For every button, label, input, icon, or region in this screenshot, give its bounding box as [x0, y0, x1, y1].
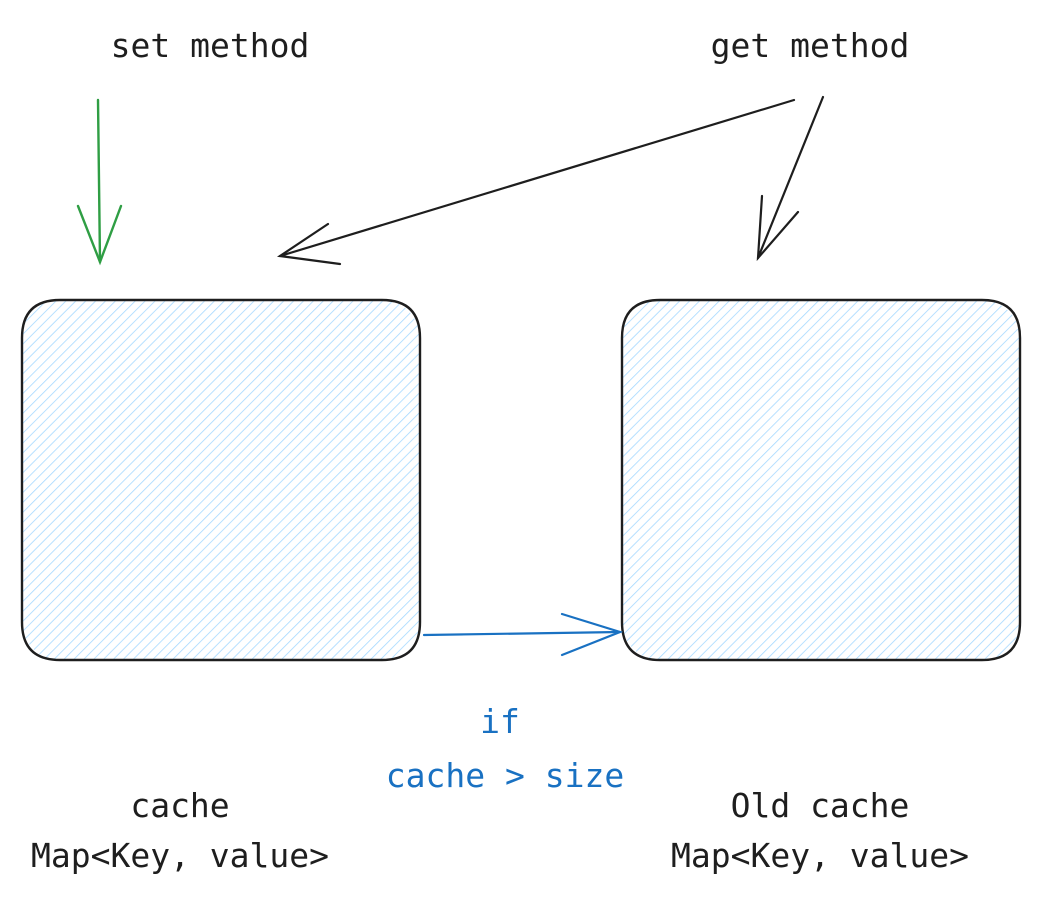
old-cache-box [620, 298, 1022, 662]
transfer-arrow [422, 612, 624, 657]
get-to-cache-arrow [276, 98, 796, 266]
old-cache-name-label: Old cache [730, 786, 910, 825]
condition-if-label: if [480, 702, 520, 741]
cache-box [20, 298, 422, 662]
condition-expression-label: cache > size [385, 756, 625, 795]
get-to-old-cache-arrow [756, 95, 825, 262]
get-method-label: get method [710, 26, 910, 65]
set-method-label: set method [110, 26, 310, 65]
set-method-arrow [76, 98, 123, 266]
cache-type-label: Map<Key, value> [30, 836, 329, 875]
cache-name-label: cache [130, 786, 230, 825]
old-cache-type-label: Map<Key, value> [670, 836, 969, 875]
